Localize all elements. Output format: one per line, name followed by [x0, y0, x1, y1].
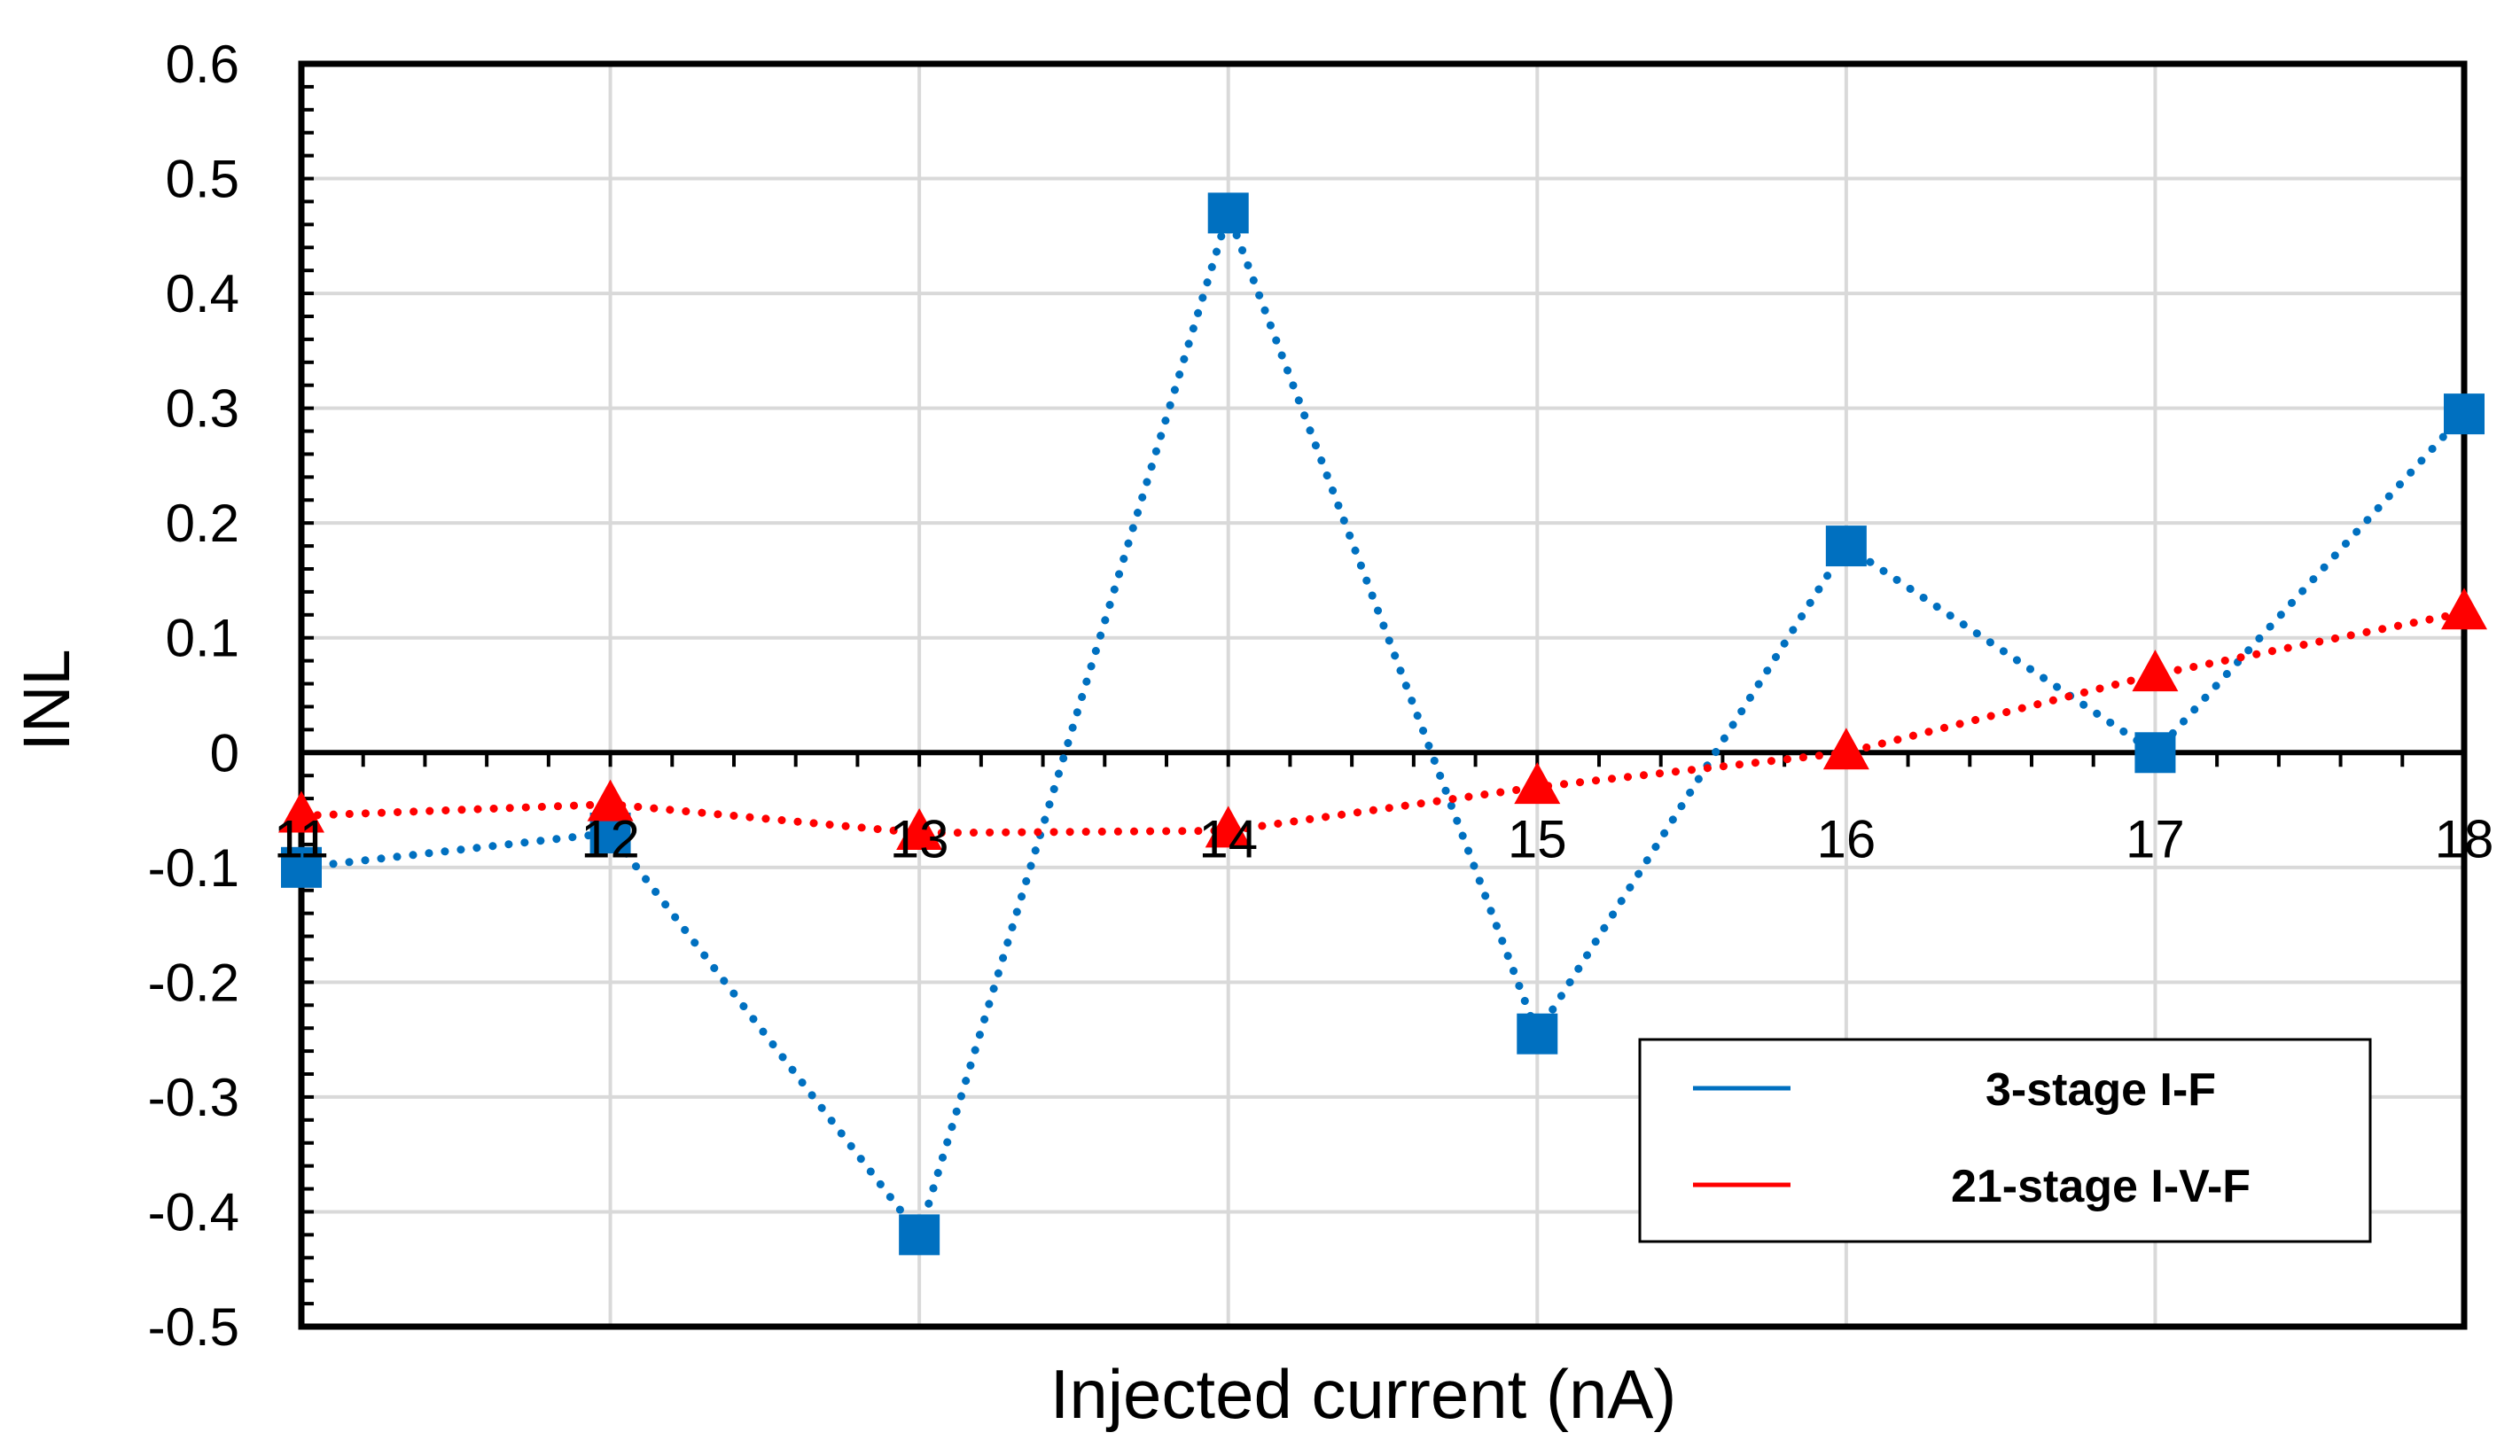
y-tick-label: -0.1: [148, 838, 239, 898]
series-line-0: [297, 200, 2469, 1244]
y-tick-label: -0.5: [148, 1297, 239, 1357]
gridlines: [300, 62, 2466, 1328]
y-tick-label: -0.4: [148, 1182, 239, 1242]
series-1-point: [278, 790, 324, 833]
legend: 3-stage I-F 21-stage I-V-F: [1638, 1038, 2372, 1243]
y-tick-labels: 0.6 0.5 0.4 0.3 0.2 0.1 0 -0.1 -0.2 -0.3 -0.4 -0.5: [148, 35, 239, 1357]
series-0-point: [1825, 526, 1867, 567]
x-tick-label: 18: [2435, 809, 2494, 868]
y-tick-label: 0.4: [166, 264, 239, 323]
series-1-point: [587, 779, 634, 821]
y-tick-label: -0.3: [148, 1068, 239, 1127]
series-layer: [278, 192, 2487, 1256]
y-axis-title: INL: [10, 649, 83, 751]
series-0-point: [2444, 393, 2485, 435]
y-tick-label: -0.2: [148, 953, 239, 1012]
legend-box: [1638, 1038, 2372, 1243]
plot-frame: [298, 60, 2468, 1330]
x-tick-label: 17: [2126, 809, 2185, 868]
series-0-point: [2134, 732, 2176, 774]
legend-label-3-stage: 3-stage I-F: [1986, 1064, 2216, 1116]
y-tick-label: 0.3: [166, 379, 239, 439]
series-0-point: [1207, 192, 1249, 234]
x-tick-label: 16: [1816, 809, 1876, 868]
x-tick-label: 15: [1508, 809, 1567, 868]
x-tick-labels: 11 12 13 14 15 16 17 18: [274, 809, 2494, 868]
y-tick-label: 0: [210, 723, 239, 783]
x-tick-label: 11: [274, 809, 329, 868]
y-tick-label: 0.5: [166, 150, 239, 209]
legend-label-21-stage: 21-stage I-V-F: [1951, 1161, 2251, 1212]
y-tick-label: 0.1: [166, 609, 239, 668]
series-1-point: [1822, 728, 1869, 770]
x-tick-label: 13: [890, 809, 949, 868]
x-tick-label: 14: [1198, 809, 1258, 868]
y-tick-label: 0.2: [166, 494, 239, 553]
y-tick-label: 0.6: [166, 35, 239, 94]
series-0-point: [1517, 1013, 1558, 1055]
x-tick-label: 12: [581, 809, 640, 868]
series-1-point: [2441, 588, 2487, 630]
x-axis-title: Injected current (nA): [1050, 1355, 1677, 1433]
series-line-1: [297, 608, 2469, 837]
series-0-point: [281, 846, 322, 888]
series-1-point: [2132, 650, 2179, 692]
series-1-point: [1205, 806, 1252, 848]
series-1-point: [1514, 762, 1561, 805]
series-0-point: [899, 1214, 940, 1256]
series-1-point: [896, 807, 943, 850]
